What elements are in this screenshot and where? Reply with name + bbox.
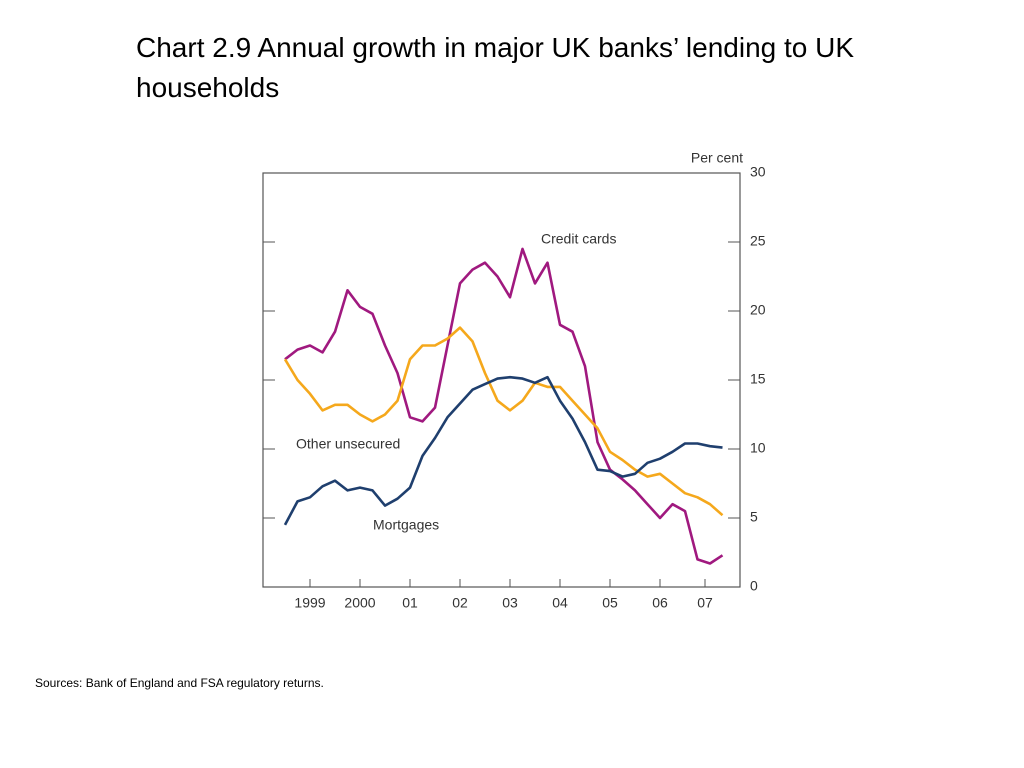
chart-title: Chart 2.9 Annual growth in major UK bank… [136,32,855,103]
series-line [283,326,724,517]
y-tick-label: 30 [750,164,766,180]
x-tick-label: 05 [602,595,618,611]
source-note: Sources: Bank of England and FSA regulat… [35,676,324,690]
series-line [284,247,724,565]
y-axis-label: Per cent [691,150,743,166]
y-tick-label: 25 [750,233,766,249]
x-tick-label: 06 [652,595,668,611]
x-tick-label: 1999 [294,595,325,611]
x-tick-label: 07 [697,595,713,611]
y-tick-label: 5 [750,509,758,525]
x-tick-label: 01 [402,595,418,611]
x-tick-label: 02 [452,595,468,611]
y-tick-label: 15 [750,371,766,387]
series-label: Credit cards [541,231,616,247]
series-label: Other unsecured [296,436,400,452]
x-tick-label: 2000 [344,595,375,611]
x-tick-label: 03 [502,595,518,611]
y-tick-label: 0 [750,578,758,594]
series-line [283,375,723,526]
y-tick-label: 20 [750,302,766,318]
plot-frame [262,172,741,588]
y-tick-label: 10 [750,440,766,456]
series-label: Mortgages [373,517,439,533]
x-tick-label: 04 [552,595,568,611]
